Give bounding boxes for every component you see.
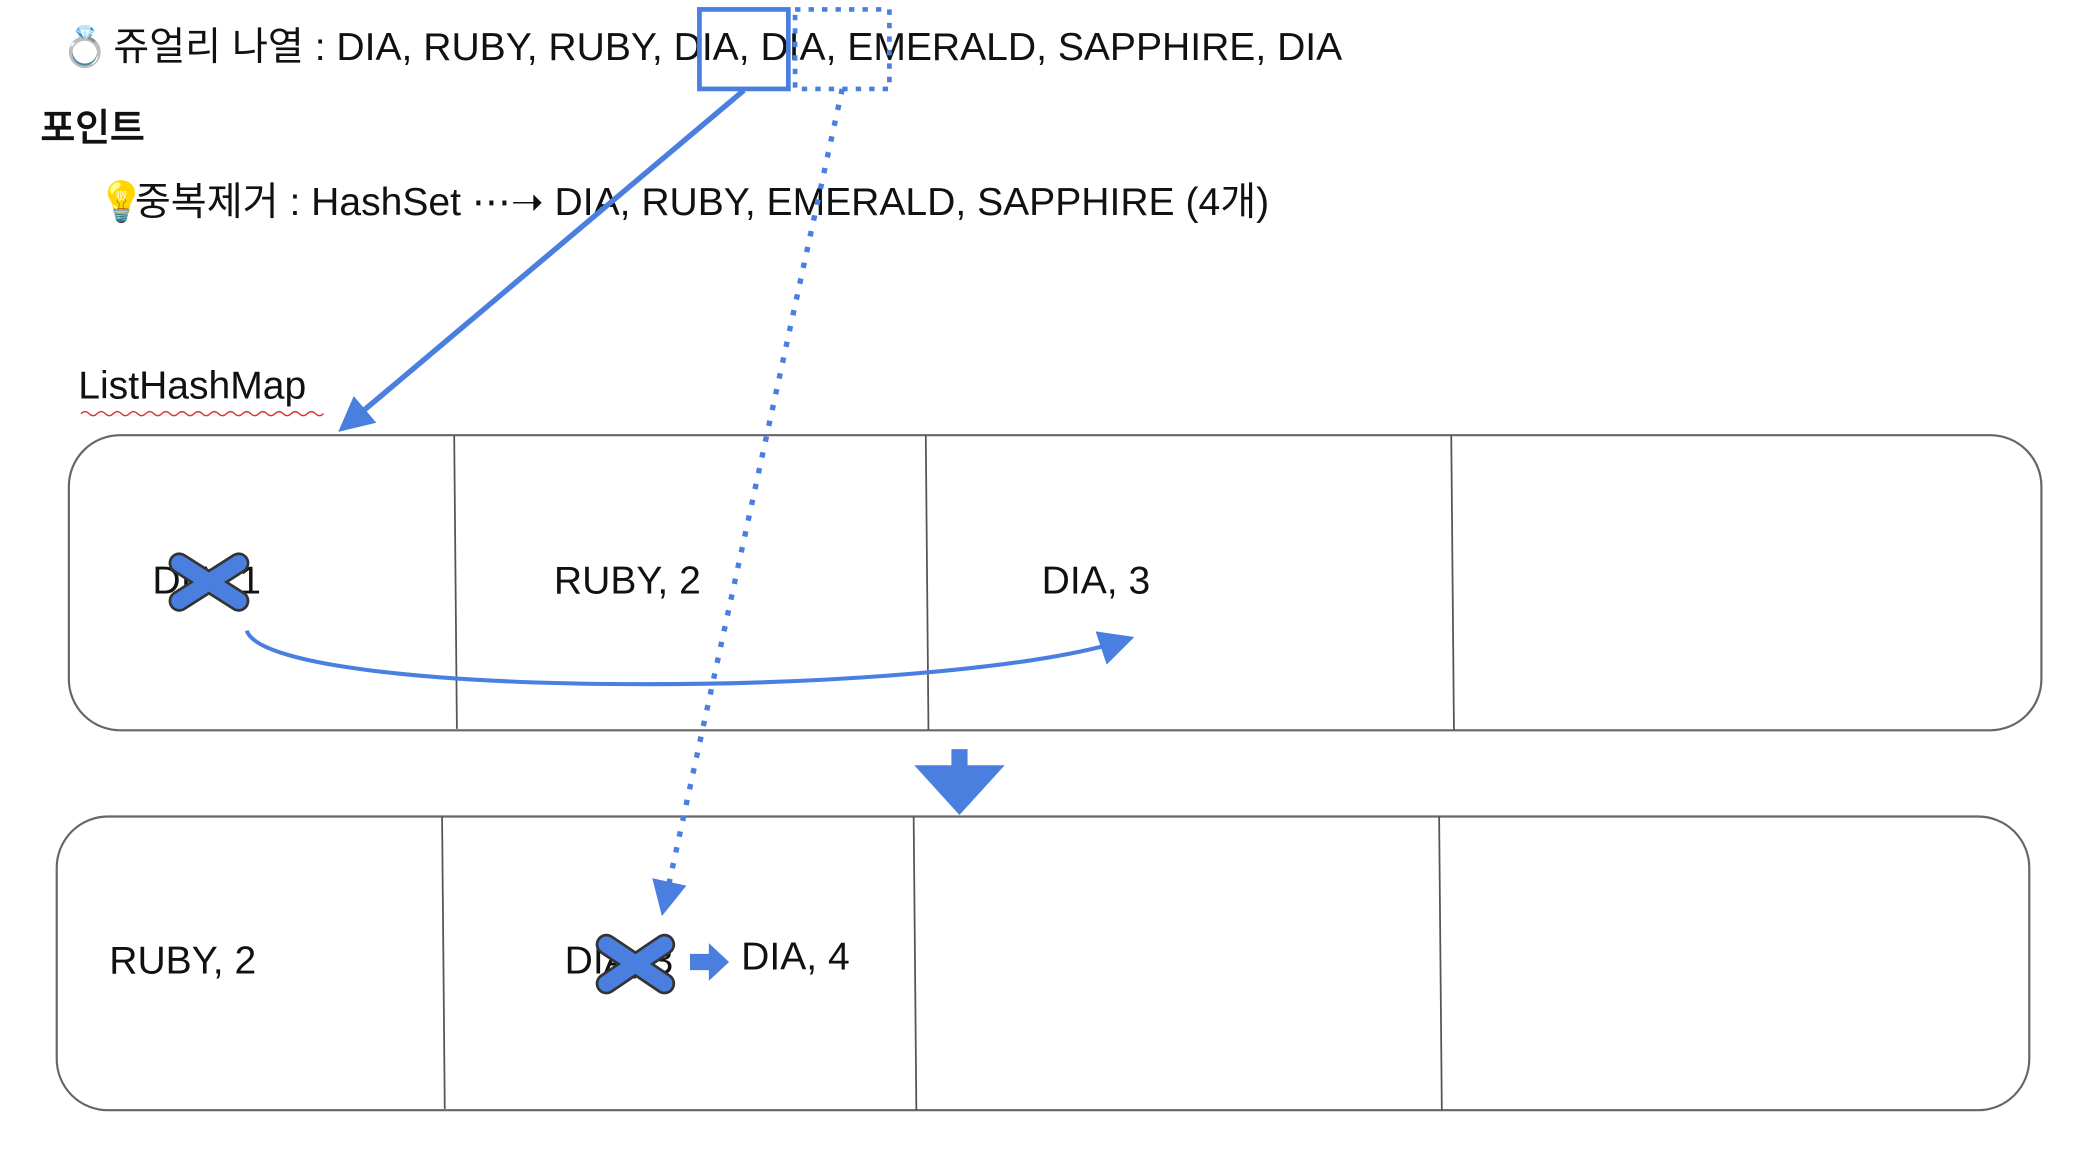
row-box [55, 815, 2031, 1112]
divider [924, 435, 930, 731]
ring-icon: 💍 [61, 24, 110, 70]
point-text: 중복제거 : HashSet ⋯➝ DIA, RUBY, EMERALD, SA… [135, 181, 1269, 224]
divider [441, 816, 446, 1109]
spell-underline [80, 410, 324, 417]
divider [1450, 435, 1455, 731]
replace-arrow [689, 943, 730, 981]
cross-mark [171, 555, 247, 610]
dotted-link-arrow [652, 88, 845, 917]
divider [912, 816, 918, 1111]
link-arrow [338, 88, 746, 432]
cross-mark [598, 936, 673, 992]
down-arrow [914, 749, 1005, 816]
point-title: 포인트 [41, 107, 145, 149]
cell-text: RUBY, 2 [109, 940, 256, 983]
bulb-icon: 💡 [97, 179, 146, 224]
cell-text: DIA, 3 [1042, 560, 1151, 603]
move-arrow [244, 629, 1135, 687]
cell-text: DIA, 4 [741, 936, 850, 979]
map-label: ListHashMap [78, 364, 306, 407]
divider [1438, 816, 1443, 1111]
row-box [67, 434, 2043, 732]
cell-text: RUBY, 2 [554, 560, 701, 603]
divider [453, 435, 458, 729]
highlight-box [697, 7, 791, 92]
header-text: 쥬얼리 나열 : DIA, RUBY, RUBY, DIA, DIA, EMER… [113, 26, 1342, 69]
